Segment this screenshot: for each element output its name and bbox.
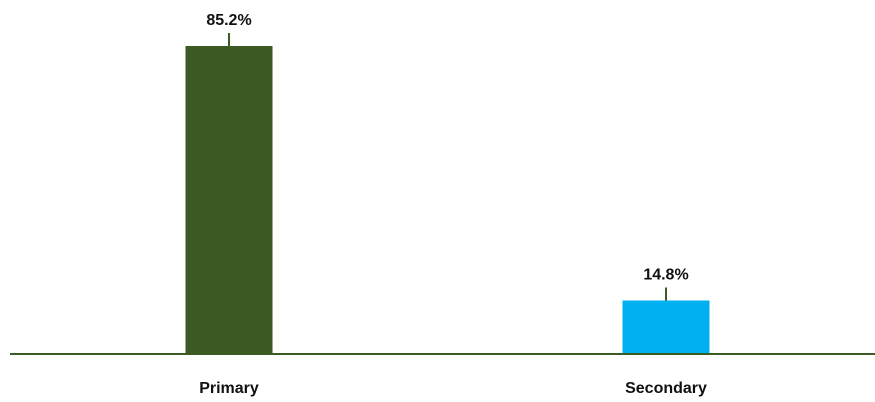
bars-group <box>185 33 710 354</box>
bar-secondary <box>622 300 710 354</box>
category-label-primary: Primary <box>199 380 259 397</box>
labels-group: 85.2% Primary 14.8% Secondary <box>199 12 707 397</box>
data-label-secondary: 14.8% <box>643 266 688 283</box>
category-label-secondary: Secondary <box>625 380 707 397</box>
data-label-primary: 85.2% <box>206 12 251 29</box>
bar-primary <box>185 46 273 354</box>
